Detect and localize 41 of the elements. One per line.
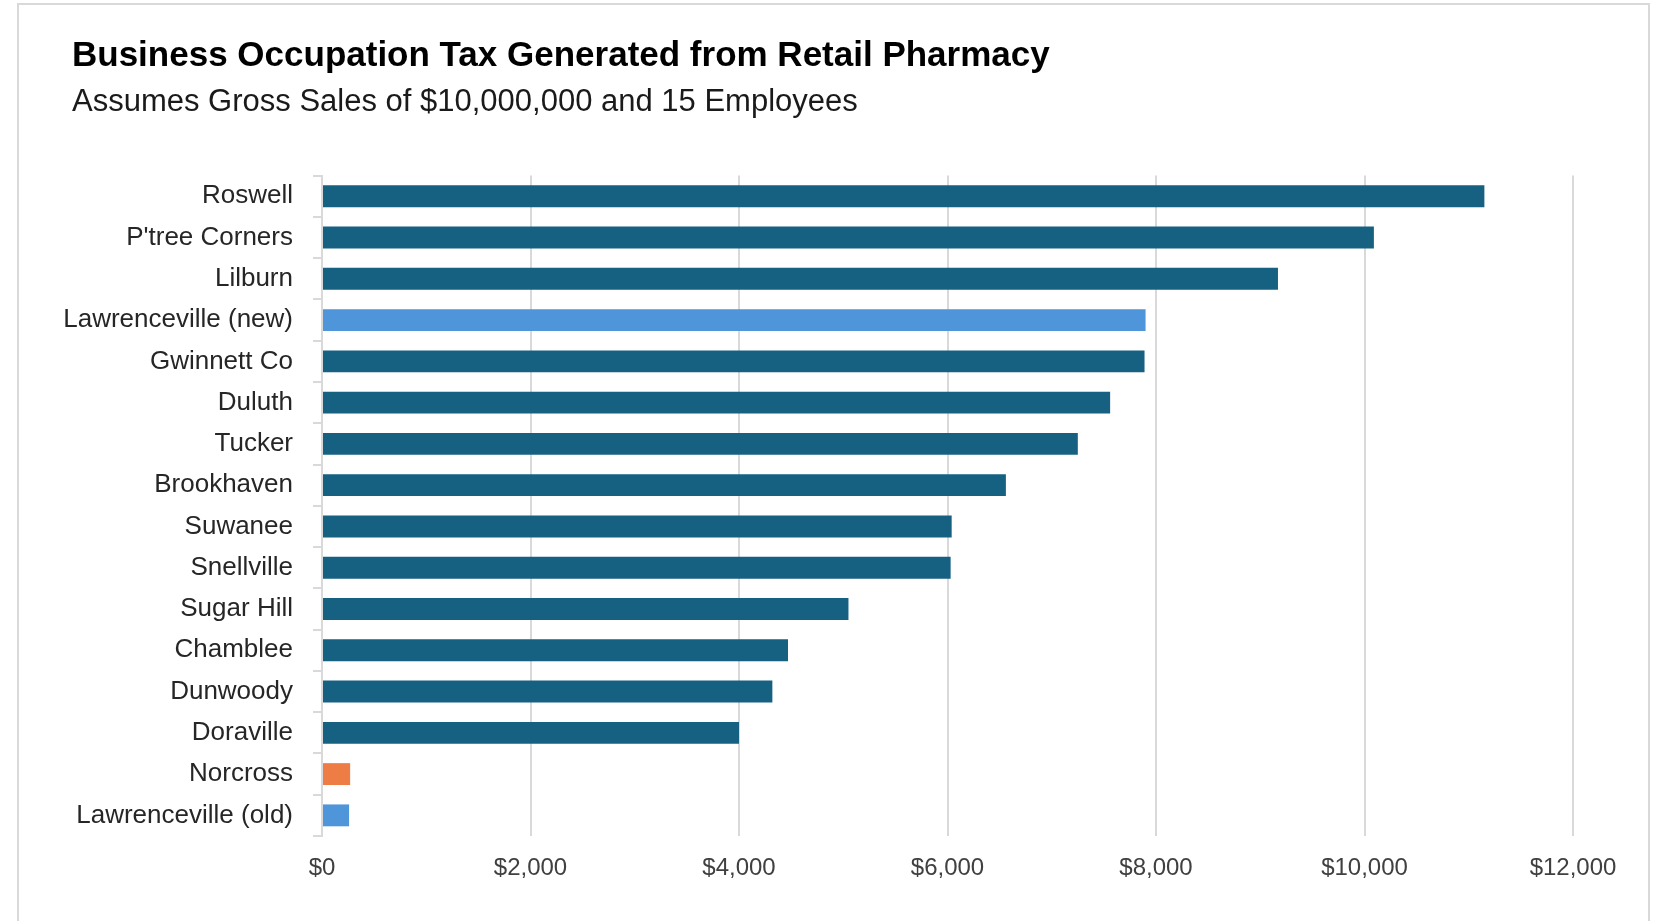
y-tick-label: Dunwoody — [170, 674, 293, 705]
x-tick-label: $12,000 — [1529, 853, 1617, 881]
x-tick-label: $6,000 — [910, 853, 985, 881]
y-tick-label: Sugar Hill — [180, 592, 293, 623]
y-tick-label: Norcross — [188, 757, 293, 788]
y-tick-label: Duluth — [217, 385, 293, 416]
x-tick-label: $8,000 — [1119, 853, 1193, 881]
bar — [323, 267, 1278, 290]
bar — [323, 309, 1146, 331]
y-tick-label: Lilburn — [214, 261, 293, 292]
y-tick-label: Roswell — [201, 179, 293, 210]
y-tick-label: Gwinnett Co — [149, 344, 293, 375]
y-tick-label: Doraville — [191, 715, 293, 746]
bar — [323, 226, 1374, 249]
bar — [323, 350, 1145, 373]
bar — [323, 680, 773, 703]
bar — [323, 763, 351, 786]
bar — [323, 639, 788, 662]
bar — [323, 391, 1111, 414]
x-tick-label: $0 — [308, 853, 336, 881]
x-tick-label: $2,000 — [493, 853, 568, 881]
bar — [323, 721, 739, 744]
y-tick-label: Tucker — [214, 427, 294, 458]
x-tick-label: $10,000 — [1321, 853, 1408, 881]
y-tick-label: Lawrenceville (new) — [63, 303, 293, 334]
bar — [323, 474, 1006, 497]
x-tick-label: $4,000 — [702, 853, 776, 881]
y-tick-label: Lawrenceville (old) — [76, 798, 293, 829]
chart-subtitle: Assumes Gross Sales of $10,000,000 and 15 Employees — [72, 83, 858, 118]
y-tick-label: Snellville — [190, 550, 293, 581]
chart-title: Business Occupation Tax Generated from Retail Pharmacy — [72, 34, 1050, 73]
bar — [323, 432, 1078, 455]
bar — [323, 598, 849, 620]
bar — [323, 515, 952, 538]
bar — [323, 804, 350, 827]
bar — [323, 556, 951, 579]
y-tick-label: Brookhaven — [154, 468, 293, 499]
bar — [323, 185, 1485, 208]
y-tick-label: Chamblee — [174, 633, 293, 664]
y-tick-label: Suwanee — [184, 509, 293, 540]
y-tick-label: P'tree Corners — [126, 220, 293, 251]
